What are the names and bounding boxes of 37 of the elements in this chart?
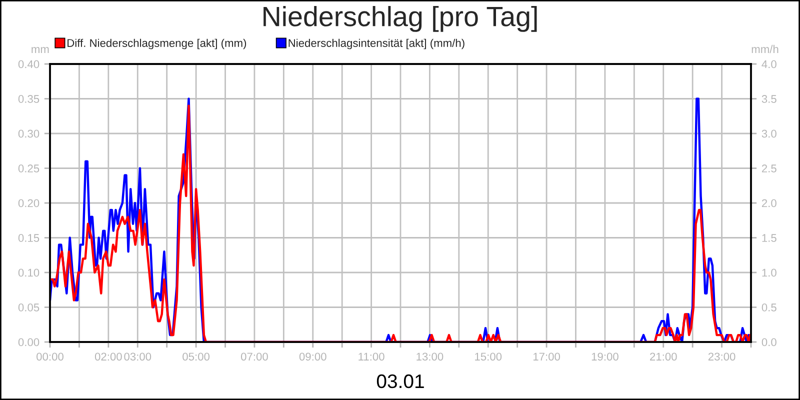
y2-tick-label: 1.5 <box>762 234 776 242</box>
y-tick-label: 0.25 <box>18 164 40 172</box>
x-tick-label: 07:00 <box>240 352 268 361</box>
y-tick-label: 0.10 <box>18 268 40 277</box>
legend-label: Diff. Niederschlagsmenge [akt] (mm) <box>68 38 246 50</box>
x-tick-label: 11:00 <box>358 352 384 361</box>
x-axis-title: 03.01 <box>376 374 424 388</box>
y2-tick-label: 3.5 <box>762 95 776 103</box>
y-tick-label: 0.30 <box>18 130 40 138</box>
y-tick-label: 0.35 <box>18 95 40 103</box>
x-tick-label: 19:00 <box>592 352 618 361</box>
x-tick-label: 03:00 <box>124 352 152 361</box>
legend-label: Niederschlagsintensität [akt] (mm/h) <box>288 38 464 50</box>
x-tick-label: 05:00 <box>182 352 210 361</box>
y2-tick-label: 4.0 <box>762 60 776 68</box>
x-tick-label: 21:00 <box>650 352 677 361</box>
y-tick-label: 0.40 <box>18 60 40 68</box>
y-tick-label: 0.00 <box>18 338 40 346</box>
y-axis-title: mm <box>32 46 49 53</box>
y2-tick-label: 3.0 <box>762 130 776 138</box>
y2-tick-label: 0.0 <box>762 338 776 346</box>
x-tick-label: 09:00 <box>299 352 326 361</box>
x-tick-label: 17:00 <box>533 352 560 361</box>
y2-tick-label: 0.5 <box>762 304 776 312</box>
y-tick-label: 0.20 <box>18 199 40 208</box>
x-tick-label: 02:00 <box>94 352 122 361</box>
y2-tick-label: 2.5 <box>762 164 776 172</box>
y-tick-label: 0.15 <box>18 234 40 242</box>
x-tick-label: 23:00 <box>708 352 736 361</box>
y2-tick-label: 2.0 <box>762 199 776 208</box>
y-tick-label: 0.05 <box>18 304 40 312</box>
y2-axis-title: mm/h <box>752 44 778 54</box>
x-tick-label: 00:00 <box>36 352 64 361</box>
x-tick-label: 13:00 <box>416 352 444 361</box>
chart-title: Niederschlag [pro Tag] <box>264 6 537 32</box>
x-tick-label: 15:00 <box>475 352 502 361</box>
y2-tick-label: 1.0 <box>762 268 776 277</box>
